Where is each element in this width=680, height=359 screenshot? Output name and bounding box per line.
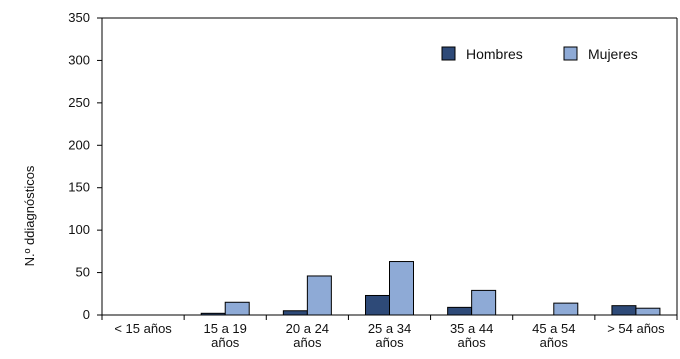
bar-hombres-6 bbox=[611, 305, 637, 316]
y-tick-label: 300 bbox=[68, 52, 90, 67]
y-tick-label: 200 bbox=[68, 137, 90, 152]
bar-mujeres-4 bbox=[471, 289, 497, 316]
bars bbox=[200, 261, 661, 316]
x-tick-label: < 15 años bbox=[114, 321, 172, 336]
bar-mujeres-6 bbox=[635, 307, 661, 316]
bar-mujeres-2 bbox=[306, 275, 332, 316]
legend-swatch-mujeres bbox=[563, 46, 578, 61]
x-tick-label: 20 a 24 bbox=[286, 321, 329, 336]
x-tick-label: años bbox=[375, 335, 404, 350]
bar-mujeres-1 bbox=[224, 301, 250, 316]
x-tick-label: años bbox=[211, 335, 240, 350]
bar-mujeres-3 bbox=[389, 261, 414, 316]
y-tick-label: 250 bbox=[68, 95, 90, 110]
bar-mujeres-5 bbox=[553, 302, 579, 316]
x-tick-label: 35 a 44 bbox=[450, 321, 493, 336]
bar-hombres-4 bbox=[447, 306, 473, 316]
legend-label-mujeres: Mujeres bbox=[588, 46, 638, 62]
bar-hombres-2 bbox=[282, 310, 308, 316]
x-tick-label: 25 a 34 bbox=[368, 321, 411, 336]
y-axis: 0 50 100 150 200 250 300 350 bbox=[68, 10, 678, 322]
x-tick-label: años bbox=[293, 335, 322, 350]
y-tick-label: 50 bbox=[76, 265, 90, 280]
legend: Hombres Mujeres bbox=[441, 46, 638, 62]
legend-label-hombres: Hombres bbox=[466, 46, 523, 62]
x-tick-label: > 54 años bbox=[607, 321, 665, 336]
y-tick-label: 0 bbox=[83, 307, 90, 322]
y-tick-label: 350 bbox=[68, 10, 90, 25]
y-tick-label: 150 bbox=[68, 180, 90, 195]
x-tick-label: 45 a 54 bbox=[532, 321, 575, 336]
x-tick-label: 15 a 19 bbox=[204, 321, 247, 336]
y-axis-label: N.º ddiagnósticos bbox=[22, 165, 37, 266]
y-tick-label: 100 bbox=[68, 222, 90, 237]
legend-swatch-hombres bbox=[441, 46, 456, 61]
x-tick-label: años bbox=[540, 335, 569, 350]
x-tick-label: años bbox=[458, 335, 487, 350]
bar-hombres-3 bbox=[365, 294, 390, 316]
